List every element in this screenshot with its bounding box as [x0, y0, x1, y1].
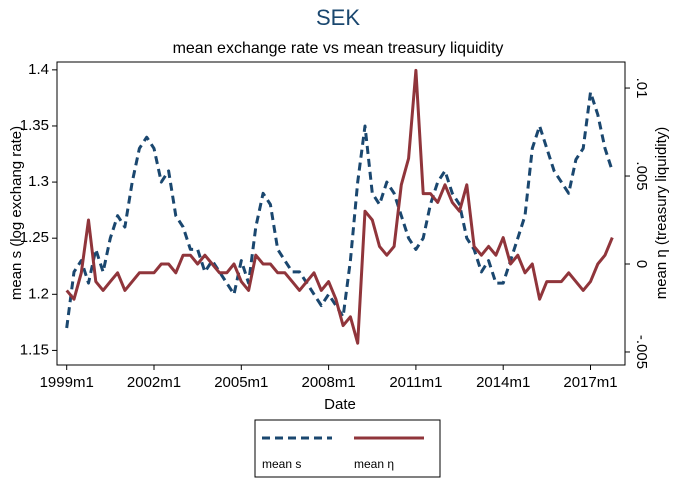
y-axis-label: mean s (log exchang rate) [8, 126, 25, 300]
legend-label: mean η [354, 457, 394, 471]
x-axis-label: Date [324, 396, 356, 413]
legend-box [254, 419, 441, 478]
x-tick-label: 2011m1 [389, 374, 442, 391]
chart-subtitle: mean exchange rate vs mean treasury liqu… [173, 40, 504, 57]
x-tick-label: 2014m1 [476, 374, 530, 391]
series-line [65, 68, 614, 345]
y2-tick-label: .005 [633, 161, 650, 190]
x-tick-label: 1999m1 [40, 374, 94, 391]
legend-label: mean s [262, 457, 301, 471]
y-tick-label: 1.35 [20, 117, 49, 134]
y-tick-label: 1.3 [28, 173, 49, 190]
y2-axis-label: mean η (treasury liquidity) [653, 127, 670, 300]
y2-tick-label: .01 [633, 78, 650, 99]
x-tick-label: 2008m1 [301, 374, 355, 391]
y2-tick-label: 0 [633, 260, 650, 268]
plot-frame [56, 61, 626, 366]
x-tick-label: 2002m1 [127, 374, 181, 391]
y-tick-label: 1.15 [20, 341, 49, 358]
x-tick-label: 2005m1 [214, 374, 268, 391]
y-tick-label: 1.25 [20, 229, 49, 246]
x-tick-label: 2017m1 [563, 374, 617, 391]
y-tick-label: 1.2 [28, 285, 49, 302]
y2-tick-label: -.005 [633, 335, 650, 369]
chart-title: SEK [316, 5, 360, 30]
y-tick-label: 1.4 [28, 61, 49, 78]
